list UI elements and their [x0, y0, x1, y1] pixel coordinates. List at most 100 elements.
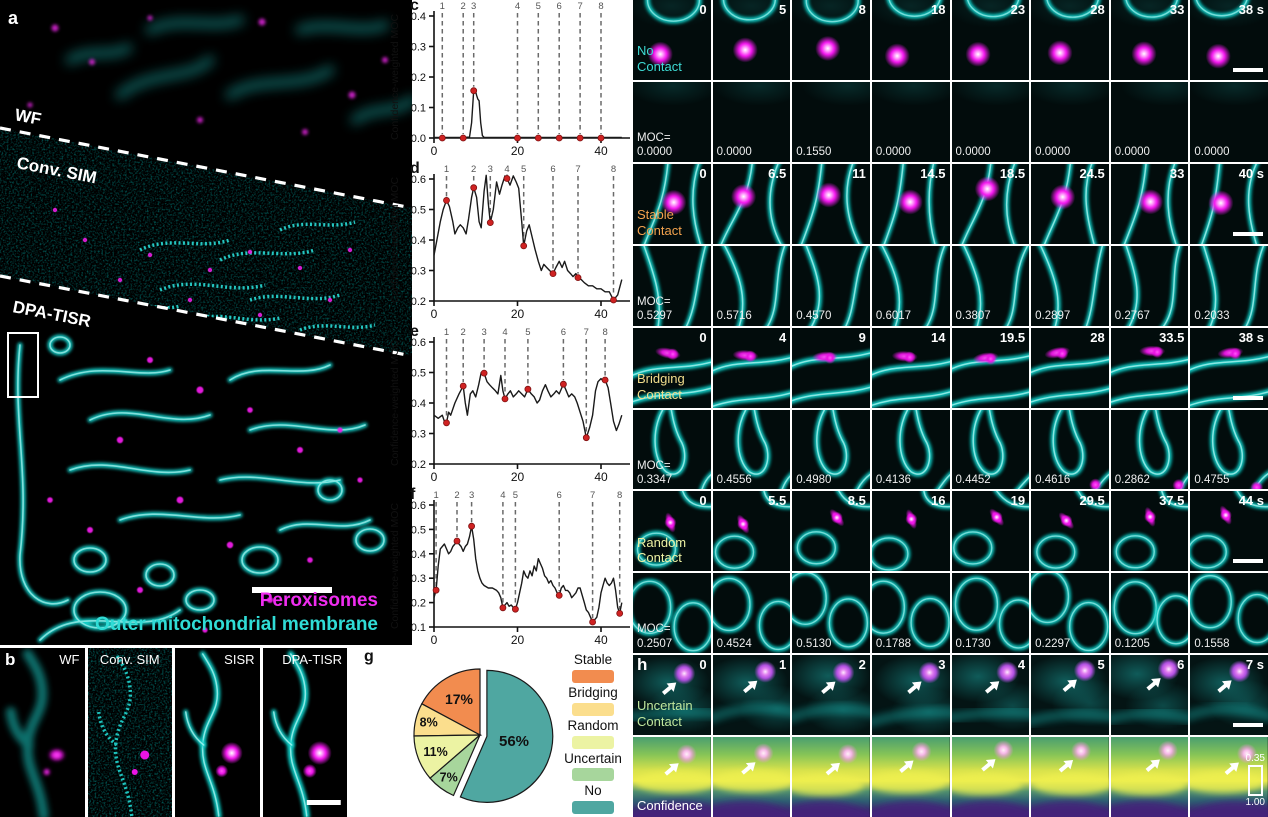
- timestamp-label: 19: [1010, 493, 1026, 509]
- panel-b-image-0: WF b: [0, 648, 85, 817]
- timestamp-label: 0: [699, 657, 707, 673]
- svg-text:6: 6: [561, 327, 566, 338]
- moc-readout: 0.2862: [1115, 473, 1150, 487]
- panel-letter-g: g: [364, 648, 374, 665]
- moc-value: 0.3347: [637, 474, 673, 487]
- colorbar-bottom-value: 1.00: [1245, 797, 1265, 809]
- montage-grid: 0 No Contact 5 8 18 23 28 33 38 s MOC= 0.0000 0.0000…: [633, 0, 1268, 817]
- panel-b-image-2: SISR: [175, 648, 260, 817]
- timestamp-label: 11: [852, 165, 866, 181]
- moc-frame-no-contact-0: MOC= 0.0000: [633, 81, 711, 162]
- scale-bar: [1233, 231, 1263, 236]
- chart-e-plot: 1 2 3 4 5 6 7 8 0.2 0.3 0.4 0.5 0.6 0 20 40 Confidence-w…: [389, 327, 630, 484]
- panel-b-image-1: Conv. SIM: [87, 648, 172, 817]
- pointer-arrow-icon: [740, 762, 756, 775]
- timestamp-label: 14: [931, 329, 946, 345]
- svg-text:7: 7: [584, 327, 589, 338]
- moc-value: 0.4570: [796, 310, 832, 323]
- svg-text:2: 2: [471, 164, 476, 175]
- svg-text:20: 20: [511, 307, 525, 321]
- pointer-arrow-icon: [907, 681, 922, 695]
- confidence-frame-4: [951, 737, 1030, 817]
- moc-value: 0.0000: [1035, 146, 1071, 159]
- frame-random-contact-3: 16: [871, 491, 950, 572]
- frame-stable-contact-1: 6.5: [712, 163, 791, 244]
- timestamp-label: 38 s: [1238, 329, 1264, 345]
- moc-frame-no-contact-7: 0.0000: [1190, 81, 1268, 162]
- moc-frame-no-contact-4: 0.0000: [951, 81, 1030, 162]
- svg-text:40: 40: [594, 633, 608, 647]
- roi-box: [7, 332, 39, 398]
- svg-text:7: 7: [575, 164, 580, 175]
- moc-readout: MOC= 0.0000: [637, 131, 672, 160]
- moc-readout: 0.1730: [956, 637, 991, 651]
- svg-text:0.3: 0.3: [411, 42, 426, 54]
- frame-random-contact-2: 8.5: [792, 491, 870, 572]
- frame-uncertain-contact-1: 1: [712, 655, 791, 736]
- pointer-arrow-icon: [1146, 678, 1161, 691]
- svg-text:Confidence-weighted MOC: Confidence-weighted MOC: [389, 503, 401, 629]
- moc-frame-no-contact-5: 0.0000: [1031, 81, 1109, 162]
- timestamp-label: 6.5: [768, 165, 787, 181]
- contact-type-label-line: Contact: [637, 550, 682, 566]
- moc-frame-no-contact-1: 0.0000: [712, 81, 791, 162]
- timestamp-label: 2: [858, 657, 866, 673]
- svg-text:2: 2: [454, 490, 459, 501]
- moc-frame-bridging-contact-5: 0.4616: [1031, 409, 1109, 490]
- moc-frame-stable-contact-1: 0.5716: [712, 245, 791, 326]
- moc-readout: MOC= 0.5297: [637, 295, 672, 324]
- frame-bridging-contact-5: 28: [1031, 327, 1109, 408]
- scale-bar: [1233, 559, 1263, 564]
- timestamp-label: 33.5: [1159, 329, 1185, 345]
- panel-a-microscopy: WF Conv. SIM DPA-TISR Peroxisomes Outer …: [0, 0, 417, 645]
- panel-letter-c: c: [410, 0, 419, 14]
- svg-text:0.5: 0.5: [411, 368, 426, 380]
- frame-uncertain-contact-4: 4: [951, 655, 1030, 736]
- moc-readout: MOC= 0.2507: [637, 622, 672, 651]
- svg-text:6: 6: [557, 490, 562, 501]
- svg-text:0.6: 0.6: [411, 337, 426, 349]
- contact-type-label-line: Contact: [637, 714, 682, 730]
- frame-stable-contact-0: 0 Stable Contact: [633, 163, 711, 244]
- contact-type-label: Random Contact: [637, 535, 686, 567]
- panel-letter-d: d: [410, 160, 420, 177]
- legend-swatch-bridging: [572, 702, 614, 716]
- frame-random-contact-4: 19: [951, 491, 1030, 572]
- moc-frame-random-contact-5: 0.2297: [1031, 573, 1109, 654]
- scale-bar: [1233, 67, 1263, 72]
- dpa-peroxisome-dots: [47, 357, 363, 633]
- moc-value: 0.0000: [875, 146, 912, 159]
- moc-value: 0.0000: [1194, 146, 1230, 159]
- moc-frame-bridging-contact-7: 0.4755: [1190, 409, 1268, 490]
- legend-label-stable: Stable: [573, 652, 613, 667]
- timestamp-label: 28: [1090, 2, 1105, 17]
- svg-text:0: 0: [431, 307, 438, 321]
- legend-label-no: No: [584, 783, 602, 799]
- moc-frame-bridging-contact-3: 0.4136: [871, 409, 950, 490]
- region-divider-lines: [0, 126, 413, 358]
- moc-value: 0.2033: [1194, 310, 1230, 323]
- timestamp-label: 19.5: [999, 329, 1026, 345]
- legend-peroxisomes: Peroxisomes: [260, 590, 378, 611]
- frame-bridging-contact-1: 4: [712, 327, 791, 408]
- timestamp-label: 37.5: [1159, 493, 1185, 509]
- legend-swatch-no: [572, 801, 614, 815]
- timestamp-label: 0: [699, 165, 707, 181]
- pie-chart: 17% 8% 11% 7% 56%: [413, 668, 554, 803]
- svg-text:2: 2: [461, 327, 466, 338]
- moc-value: 0.4980: [796, 474, 832, 487]
- frame-uncertain-contact-3: 3: [871, 655, 950, 736]
- svg-text:20: 20: [511, 470, 525, 484]
- timestamp-label: 8: [858, 2, 866, 17]
- timestamp-label: 5.5: [768, 493, 787, 509]
- moc-frame-random-contact-2: 0.5130: [792, 573, 870, 654]
- moc-value: 0.2507: [637, 637, 673, 650]
- timestamp-label: 18.5: [999, 165, 1026, 181]
- frame-stable-contact-4: 18.5: [951, 163, 1030, 244]
- confidence-frame-3: [871, 737, 950, 817]
- svg-text:3: 3: [488, 164, 493, 175]
- moc-value: 0.0000: [955, 146, 991, 159]
- confidence-label: Confidence: [637, 798, 703, 813]
- svg-text:3: 3: [471, 1, 476, 12]
- moc-value: 0.4755: [1194, 474, 1230, 487]
